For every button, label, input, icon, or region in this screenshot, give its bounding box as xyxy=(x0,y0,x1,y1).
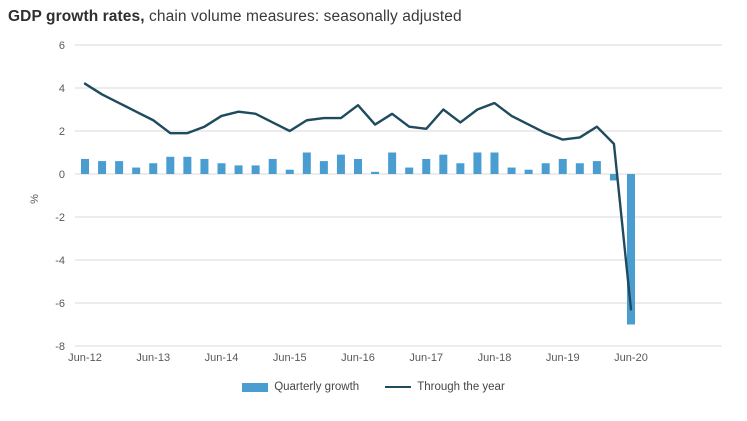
bar xyxy=(81,158,89,174)
through-the-year-line xyxy=(83,82,633,311)
bar xyxy=(405,167,414,174)
bar xyxy=(217,163,226,174)
x-tick-label: Jun-15 xyxy=(273,352,307,364)
bar xyxy=(302,152,311,174)
legend-label-quarterly-growth: Quarterly growth xyxy=(274,381,360,393)
bar xyxy=(456,163,465,174)
bar xyxy=(627,174,635,325)
x-axis-tick-labels: Jun-12 Jun-13 Jun-14 Jun-15 Jun-16 Jun-17 Jun-… xyxy=(68,352,648,364)
y-tick-label: 2 xyxy=(59,126,65,138)
bar xyxy=(166,156,175,174)
x-tick-label: Jun-14 xyxy=(205,352,239,364)
legend-label-through-the-year: Through the year xyxy=(417,381,505,393)
x-tick-label: Jun-16 xyxy=(341,352,375,364)
y-tick-label: -6 xyxy=(55,298,65,310)
bar xyxy=(183,156,192,174)
bar xyxy=(285,169,294,174)
bar xyxy=(319,161,328,174)
bar xyxy=(592,161,601,174)
bar xyxy=(609,174,618,181)
x-tick-label: Jun-13 xyxy=(136,352,170,364)
quarterly-growth-swatch-icon xyxy=(242,382,269,392)
bar xyxy=(507,167,516,174)
chart-title-subtitle: chain volume measures: seasonally adjust… xyxy=(144,8,462,25)
y-tick-label: 6 xyxy=(59,40,65,52)
x-tick-label: Jun-20 xyxy=(614,352,648,364)
chart-legend: Quarterly growth Through the year xyxy=(0,381,747,393)
bar xyxy=(115,161,124,174)
chart-title-bold: GDP growth rates, xyxy=(8,8,145,25)
bar xyxy=(200,158,209,174)
y-tick-label: -4 xyxy=(55,255,65,267)
chart-title: GDP growth rates, chain volume measures:… xyxy=(8,8,462,26)
x-tick-label: Jun-18 xyxy=(478,352,512,364)
legend-item-quarterly-growth: Quarterly growth xyxy=(242,381,359,393)
bar xyxy=(524,169,533,174)
y-tick-label: 4 xyxy=(59,83,65,95)
bar xyxy=(354,158,362,174)
bar xyxy=(422,158,431,174)
bar xyxy=(575,163,584,174)
bar xyxy=(490,152,499,174)
gridlines xyxy=(75,44,722,347)
quarterly-growth-bars xyxy=(81,152,635,325)
y-axis-title: % xyxy=(29,194,41,204)
bar xyxy=(558,158,567,174)
bar xyxy=(388,152,397,174)
bar xyxy=(371,171,380,174)
bar xyxy=(251,165,260,174)
y-tick-label: -8 xyxy=(55,341,65,353)
bar xyxy=(336,154,345,174)
bar xyxy=(439,154,448,174)
x-tick-label: Jun-19 xyxy=(546,352,580,364)
bar xyxy=(268,158,277,174)
legend-item-through-the-year: Through the year xyxy=(385,381,505,393)
through-the-year-swatch-icon xyxy=(385,385,412,389)
x-tick-label: Jun-12 xyxy=(68,352,102,364)
bar xyxy=(473,152,482,174)
y-tick-label: -2 xyxy=(55,212,65,224)
x-tick-label: Jun-17 xyxy=(409,352,443,364)
y-axis-tick-labels: 6 4 2 0 -2 -4 -6 -8 xyxy=(55,40,65,353)
bar xyxy=(149,163,158,174)
bar xyxy=(98,161,107,174)
bar xyxy=(541,163,550,174)
bar xyxy=(132,167,141,174)
bar xyxy=(234,165,243,174)
y-tick-label: 0 xyxy=(59,169,65,181)
